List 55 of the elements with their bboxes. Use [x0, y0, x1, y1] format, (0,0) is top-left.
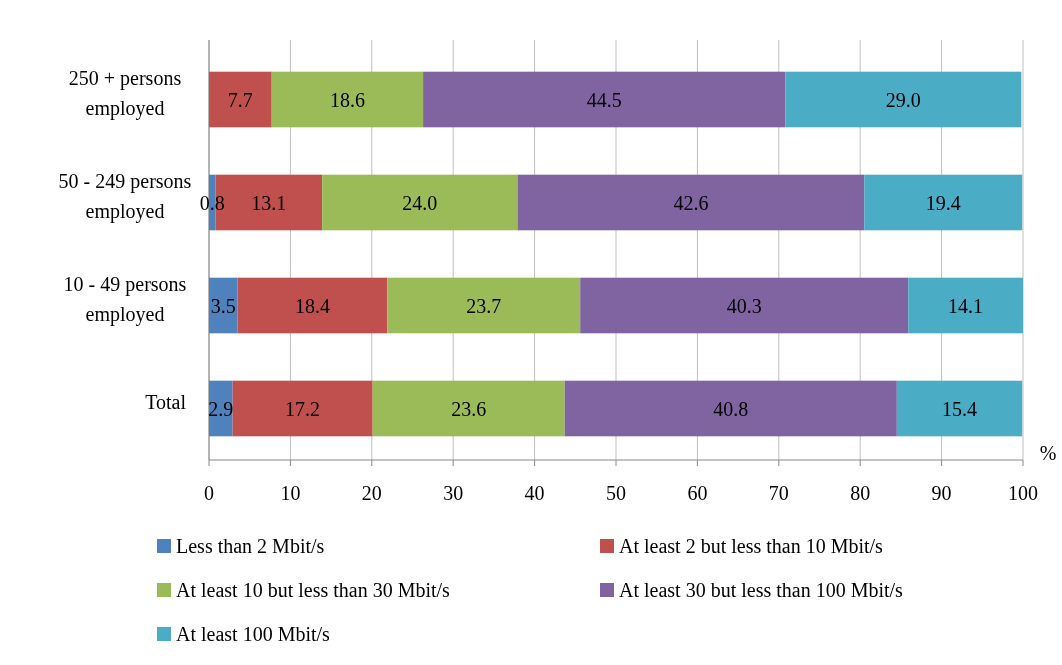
bar — [387, 277, 581, 334]
x-tick-label: 30 — [443, 482, 464, 504]
bar — [423, 71, 786, 128]
bar — [580, 277, 909, 334]
bar — [372, 380, 565, 437]
x-tick-label: 90 — [931, 482, 952, 504]
data-label: 18.4 — [294, 294, 330, 317]
x-tick-label: 40 — [524, 482, 545, 504]
data-label: 42.6 — [673, 191, 709, 214]
bar — [517, 174, 865, 231]
data-label: 7.7 — [227, 88, 253, 111]
data-label: 23.6 — [451, 397, 487, 420]
data-label: 18.6 — [329, 88, 365, 111]
data-label: 15.4 — [942, 397, 978, 420]
data-label: 13.1 — [251, 191, 287, 214]
data-label: 24.0 — [402, 191, 438, 214]
data-label: 14.1 — [948, 294, 984, 317]
legend-label: At least 100 Mbit/s — [176, 623, 331, 645]
x-tick-label: 0 — [204, 482, 214, 504]
x-tick-label: 100 — [1008, 482, 1038, 504]
x-tick-label: 20 — [361, 482, 382, 504]
data-label: 17.2 — [285, 397, 321, 420]
legend-label: At least 30 but less than 100 Mbit/s — [619, 579, 904, 601]
bar — [322, 174, 518, 231]
x-tick-label: 60 — [687, 482, 708, 504]
data-label: 3.5 — [210, 294, 236, 317]
data-label: 40.3 — [726, 294, 762, 317]
bar — [271, 71, 424, 128]
data-label: 44.5 — [586, 88, 622, 111]
data-label: 40.8 — [713, 397, 749, 420]
x-axis-title: % — [1039, 442, 1057, 464]
data-label: 0.8 — [199, 191, 225, 214]
bar — [564, 380, 897, 437]
bar — [237, 277, 388, 334]
y-tick-label: 250 + persons employed — [68, 66, 182, 120]
bar — [209, 71, 272, 128]
y-tick-label: 10 - 49 persons employed — [63, 272, 187, 326]
data-label: 23.7 — [466, 294, 502, 317]
x-tick-label: 50 — [606, 482, 626, 504]
data-label: 2.9 — [208, 397, 234, 420]
bar — [864, 174, 1023, 231]
legend-label: At least 2 but less than 10 Mbit/s — [619, 535, 884, 557]
y-tick-label: Total — [145, 390, 187, 413]
bar — [232, 380, 373, 437]
x-tick-label: 70 — [768, 482, 789, 504]
x-tick-label: 80 — [850, 482, 871, 504]
bar — [908, 277, 1023, 334]
legend-label: At least 10 but less than 30 Mbit/s — [176, 579, 451, 601]
bar — [785, 71, 1022, 128]
data-label: 29.0 — [885, 88, 921, 111]
data-label: 19.4 — [925, 191, 961, 214]
x-tick-label: 10 — [280, 482, 301, 504]
legend-label: Less than 2 Mbit/s — [176, 535, 325, 557]
y-tick-label: 50 - 249 persons employed — [58, 169, 192, 223]
bar — [896, 380, 1023, 437]
